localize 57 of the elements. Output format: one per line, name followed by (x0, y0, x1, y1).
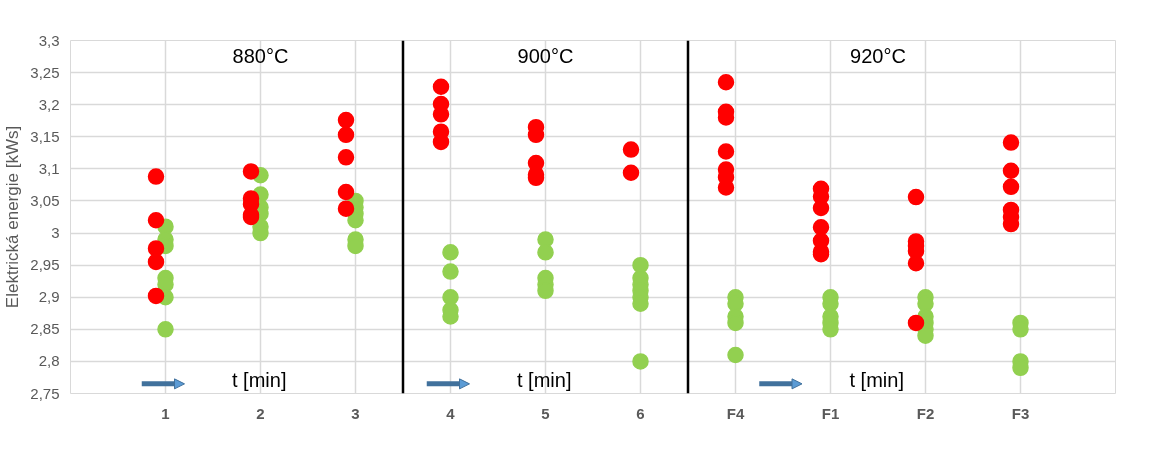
point (242, 163, 260, 180)
point (147, 211, 165, 229)
point (157, 321, 174, 338)
point (812, 219, 830, 236)
y-tick-label: 3,15 (30, 127, 60, 145)
point (442, 244, 459, 261)
y-tick-label: 3 (51, 224, 60, 242)
x-tick-label: F4 (726, 404, 745, 422)
point (147, 287, 165, 305)
x-tick-label: 2 (256, 404, 265, 422)
point (622, 141, 640, 158)
annotation: 920°C (850, 44, 906, 67)
y-tick-label: 2,8 (38, 352, 60, 370)
x-tick-label: 5 (541, 404, 550, 422)
x-tick-label: F2 (916, 404, 935, 422)
annotation: 900°C (517, 44, 574, 67)
point (717, 143, 735, 160)
point (537, 244, 554, 261)
x-tick-label: 4 (446, 404, 456, 422)
annotation: t [min] (849, 368, 904, 391)
y-tick-label: 3,3 (38, 31, 60, 49)
point (727, 346, 744, 364)
x-tick-label: 1 (161, 404, 170, 422)
y-tick-label: 3,25 (30, 63, 60, 81)
point (632, 353, 649, 370)
point (1002, 178, 1020, 196)
x-tick-label: 6 (636, 404, 645, 422)
y-tick-label: 2,75 (30, 384, 60, 402)
point (1002, 134, 1020, 151)
annotation: t [min] (232, 368, 287, 391)
x-tick-label: F1 (821, 404, 840, 422)
point (337, 111, 355, 129)
point (432, 78, 450, 95)
point (147, 168, 165, 185)
annotation: 880°C (232, 44, 289, 67)
y-tick-label: 3,1 (38, 159, 60, 177)
y-tick-label: 2,9 (38, 288, 60, 306)
point (337, 149, 355, 166)
y-tick-label: 3,05 (30, 191, 60, 209)
y-axis-title: Elektrická energie [kWs] (3, 125, 23, 309)
point (337, 200, 355, 217)
point (147, 253, 165, 271)
point (907, 188, 925, 206)
point (717, 73, 735, 91)
x-tick-label: F3 (1011, 404, 1030, 422)
annotation: t [min] (517, 368, 572, 391)
x-tick-label: 3 (351, 404, 360, 422)
y-tick-label: 2,85 (30, 320, 60, 338)
point (147, 240, 165, 257)
y-tick-label: 3,2 (38, 95, 60, 113)
point (442, 263, 459, 280)
point (337, 183, 355, 201)
point (907, 314, 925, 332)
point (1002, 162, 1020, 180)
point (622, 164, 640, 181)
y-tick-label: 2,95 (30, 256, 60, 274)
point (337, 126, 355, 144)
